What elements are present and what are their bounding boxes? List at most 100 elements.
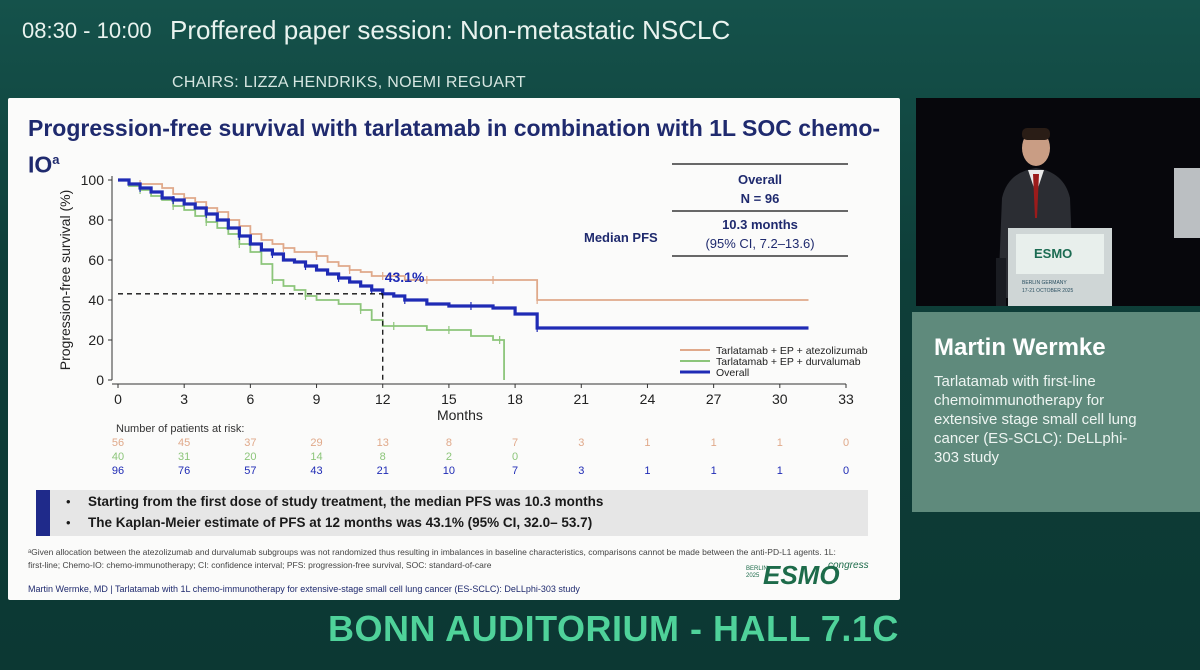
- y-tick-label: 20: [88, 332, 104, 348]
- x-tick-label: 18: [507, 391, 523, 407]
- speaker-talk-title: Tarlatamab with first-line chemoimmunoth…: [934, 373, 1137, 466]
- risk-value: 20: [244, 451, 256, 463]
- chart-curves: [118, 178, 809, 380]
- podium-place: BERLIN GERMANY: [1022, 280, 1067, 286]
- risk-value: 31: [178, 451, 190, 463]
- risk-value: 8: [380, 451, 386, 463]
- podium-esmo-logo: ESMO: [1034, 246, 1072, 261]
- risk-value: 1: [711, 465, 717, 477]
- chart-legend: Tarlatamab + EP + atezolizumabTarlatamab…: [680, 345, 868, 379]
- presentation-slide: Progression-free survival with tarlatama…: [8, 98, 900, 600]
- risk-table: Number of patients at risk:56 45 37 29 13 8 7 3…: [112, 423, 849, 477]
- key-finding-2: The Kaplan-Meier estimate of PFS at 12 m…: [88, 515, 593, 530]
- curve-3: [118, 178, 809, 330]
- x-tick-label: 21: [573, 391, 589, 407]
- stats-row-value-1: 10.3 months: [722, 217, 798, 232]
- session-title: Proffered paper session: Non-metastatic …: [170, 15, 731, 45]
- risk-value: 1: [711, 437, 717, 449]
- speaker-video-image: ESMO BERLIN GERMANY 17-21 OCTOBER 2025: [916, 98, 1200, 306]
- venue-banner: BONN AUDITORIUM - HALL 7.1C: [328, 608, 899, 649]
- x-tick-label: 6: [246, 391, 254, 407]
- annotation-label: 43.1%: [385, 269, 425, 285]
- risk-value: 3: [578, 465, 584, 477]
- bullet-dot: •: [66, 494, 71, 509]
- esmo-logo: ESMO: [763, 560, 840, 590]
- esmo-logo-city: BERLIN: [746, 566, 768, 572]
- esmo-logo-year: 2025: [746, 573, 760, 579]
- x-tick-label: 12: [375, 391, 391, 407]
- x-tick-label: 15: [441, 391, 457, 407]
- stats-header-1: Overall: [738, 172, 782, 187]
- key-finding-1: Starting from the first dose of study tr…: [88, 494, 604, 509]
- x-tick-label: 27: [706, 391, 722, 407]
- legend-label: Tarlatamab + EP + atezolizumab: [716, 345, 868, 357]
- risk-value: 45: [178, 437, 190, 449]
- risk-value: 2: [446, 451, 452, 463]
- risk-value: 21: [377, 465, 389, 477]
- risk-value: 40: [112, 451, 124, 463]
- risk-value: 96: [112, 465, 124, 477]
- esmo-logo-tag: congress: [828, 560, 869, 571]
- risk-value: 7: [512, 465, 518, 477]
- key-findings-box: • Starting from the first dose of study …: [36, 490, 868, 536]
- slide-author-footer: Martin Wermke, MD | Tarlatamab with 1L c…: [28, 584, 580, 594]
- podium-dates: 17-21 OCTOBER 2025: [1022, 288, 1074, 294]
- y-tick-label: 0: [96, 372, 104, 388]
- stats-header-2: N = 96: [741, 191, 780, 206]
- risk-value: 1: [644, 465, 650, 477]
- risk-value: 3: [578, 437, 584, 449]
- x-tick-label: 33: [838, 391, 854, 407]
- chart-annotation: 43.1%: [118, 269, 425, 384]
- risk-value: 0: [512, 451, 518, 463]
- risk-value: 29: [310, 437, 322, 449]
- bullet-dot: •: [66, 515, 71, 530]
- curve-1: [118, 179, 809, 301]
- x-tick-label: 3: [180, 391, 188, 407]
- x-tick-label: 24: [640, 391, 656, 407]
- risk-value: 76: [178, 465, 190, 477]
- x-tick-label: 0: [114, 391, 122, 407]
- risk-value: 43: [310, 465, 322, 477]
- esmo-logo-place: BERLIN 2025: [746, 566, 768, 580]
- risk-value: 7: [512, 437, 518, 449]
- legend-label: Tarlatamab + EP + durvalumab: [716, 356, 861, 368]
- risk-value: 14: [310, 451, 322, 463]
- x-tick-label: 30: [772, 391, 788, 407]
- risk-value: 57: [244, 465, 256, 477]
- y-tick-label: 80: [88, 212, 104, 228]
- risk-value: 1: [644, 437, 650, 449]
- stats-row-label: Median PFS: [584, 230, 658, 245]
- session-time: 08:30 - 10:00: [22, 18, 152, 43]
- speaker-name: Martin Wermke: [934, 334, 1106, 361]
- x-axis-label: Months: [437, 407, 483, 423]
- y-tick-label: 40: [88, 292, 104, 308]
- y-tick-label: 60: [88, 252, 104, 268]
- risk-value: 13: [377, 437, 389, 449]
- risk-value: 8: [446, 437, 452, 449]
- chart-ticks: 0 20 40 60 80 100 0 3 6 9 12 15 18 21 24 27 30 33 Months Pr…: [57, 172, 854, 423]
- y-axis-label: Progression-free survival (%): [57, 190, 73, 371]
- slide-title-footnote-mark: a: [52, 152, 60, 167]
- summary-stats-table: Overall N = 96 Median PFS 10.3 months (95% C…: [584, 163, 848, 257]
- chart-axes: [111, 176, 846, 385]
- risk-value: 0: [843, 437, 849, 449]
- session-chairs: CHAIRS: LIZZA HENDRIKS, NOEMI REGUART: [172, 74, 526, 91]
- risk-value: 56: [112, 437, 124, 449]
- key-findings-accent-bar: [36, 490, 50, 536]
- risk-table-title: Number of patients at risk:: [116, 423, 244, 435]
- risk-value: 1: [777, 437, 783, 449]
- stats-row-value-2: (95% CI, 7.2–13.6): [705, 236, 814, 251]
- slide-title: Progression-free survival with tarlatama…: [28, 112, 888, 181]
- speaker-video-feed: ESMO BERLIN GERMANY 17-21 OCTOBER 2025: [916, 98, 1200, 306]
- risk-value: 37: [244, 437, 256, 449]
- risk-value: 10: [443, 465, 455, 477]
- slide-footnote: ᵃGiven allocation between the atezolizum…: [28, 547, 836, 570]
- slide-title-text: Progression-free survival with tarlatama…: [28, 115, 881, 178]
- legend-label: Overall: [716, 367, 749, 379]
- risk-value: 0: [843, 465, 849, 477]
- y-tick-label: 100: [81, 172, 105, 188]
- speaker-info-panel: Martin Wermke Tarlatamab with first-line…: [912, 312, 1200, 512]
- risk-value: 1: [777, 465, 783, 477]
- x-tick-label: 9: [313, 391, 321, 407]
